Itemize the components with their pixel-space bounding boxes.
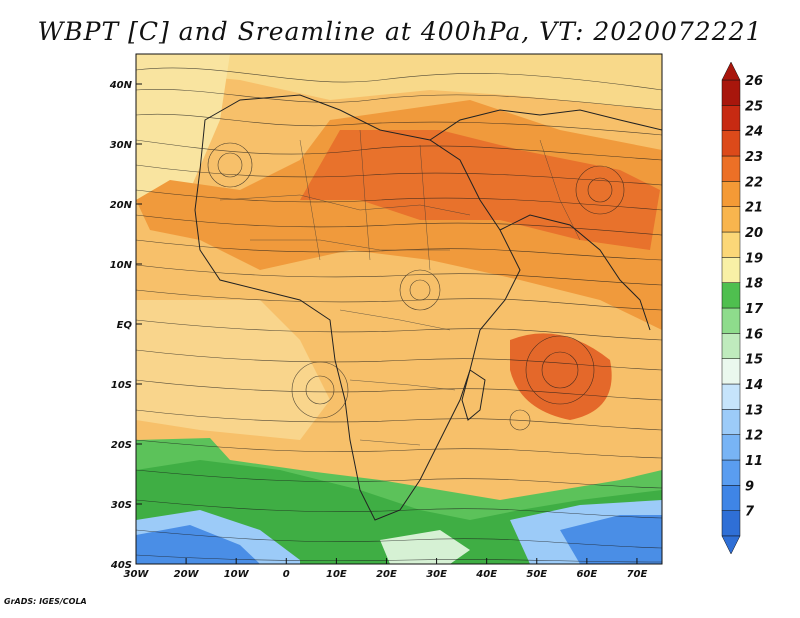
colorbar-label: 14: [745, 378, 763, 393]
x-tick-label: 60E: [576, 569, 597, 580]
colorbar-segment: [721, 409, 741, 435]
colorbar-label: 22: [745, 175, 763, 190]
x-tick-label: 10W: [224, 569, 250, 580]
colorbar-segment: [721, 231, 741, 258]
colorbar-label: 20: [745, 226, 763, 241]
chart-title: WBPT [C] and Sreamline at 400hPa, VT: 20…: [38, 17, 763, 46]
axis-ticks: 30W 20W 10W 0 10E 20E 30E 40E 50E 60E 70E 40N 30N 20N…: [109, 80, 648, 580]
colorbar: 7 9 11 12 13 14 15 16 17 18 19 20 21 22 23 24 25 26: [721, 61, 764, 555]
colorbar-label: 16: [745, 327, 763, 342]
x-tick-label: 20W: [174, 569, 200, 580]
x-tick-label: 30W: [124, 569, 150, 580]
colorbar-segment: [721, 79, 741, 106]
x-tick-label: 40E: [475, 569, 497, 580]
plot-area: [136, 54, 662, 564]
x-tick-label: 0: [283, 569, 290, 580]
cold-pool-southeast-core: [560, 515, 662, 564]
streamlines: [136, 67, 662, 563]
colorbar-segment: [721, 155, 741, 182]
colorbar-label: 18: [745, 277, 763, 292]
colorbar-label: 12: [745, 429, 763, 444]
colorbar-segment: [721, 130, 741, 157]
colorbar-segment: [721, 307, 741, 334]
plot-frame: [135, 53, 663, 565]
y-tick-label: 10N: [110, 260, 133, 271]
colorbar-segment: [721, 434, 741, 461]
atlantic-south-mild-region: [136, 300, 330, 440]
colorbar-segment: [721, 358, 741, 385]
colorbar-label: 11: [745, 454, 763, 469]
hot-core-indian-ocean: [510, 333, 612, 420]
colorbar-segment: [721, 105, 741, 131]
cold-pool-southwest-core: [136, 525, 260, 564]
colorbar-segment: [721, 257, 741, 283]
x-tick-label: 30E: [426, 569, 447, 580]
y-tick-label: 30N: [110, 140, 133, 151]
coastlines: [194, 94, 662, 521]
colorbar-label: 7: [745, 505, 755, 520]
y-tick-label: 10S: [111, 380, 132, 391]
y-tick-label: 30S: [111, 500, 132, 511]
north-cool-band: [136, 54, 662, 110]
colorbar-segment: [721, 333, 741, 359]
colorbar-label: 21: [745, 201, 763, 216]
y-tick-label: 20S: [111, 440, 132, 451]
colorbar-label: 13: [745, 403, 763, 418]
y-tick-label: 20N: [110, 200, 133, 211]
colorbar-label: 9: [745, 479, 754, 494]
colorbar-label: 24: [745, 125, 763, 140]
country-borders: [219, 129, 581, 446]
colorbar-label: 17: [745, 302, 764, 317]
x-tick-label: 10E: [326, 569, 347, 580]
y-tick-label: 40S: [110, 560, 132, 571]
y-tick-label: 40N: [109, 80, 133, 91]
colorbar-segment: [721, 383, 741, 410]
colorbar-segment: [721, 206, 741, 233]
colorbar-label: 19: [745, 251, 763, 266]
colorbar-segment: [721, 282, 741, 309]
colorbar-segment: [721, 181, 741, 207]
x-tick-label: 50E: [526, 569, 547, 580]
colorbar-min-arrow: [721, 535, 741, 555]
x-tick-label: 20E: [376, 569, 397, 580]
y-tick-label: EQ: [117, 320, 133, 331]
colorbar-max-arrow: [721, 61, 741, 81]
colorbar-label: 23: [745, 150, 763, 165]
colorbar-label: 25: [745, 99, 763, 114]
colorbar-segment: [721, 510, 741, 537]
atlantic-north-cool-region: [136, 54, 230, 200]
colorbar-segment: [721, 459, 741, 486]
x-tick-label: 70E: [627, 569, 648, 580]
colorbar-label: 26: [745, 74, 763, 89]
colorbar-segment: [721, 485, 741, 511]
credit-label: GrADS: IGES/COLA: [4, 597, 87, 606]
colorbar-label: 15: [745, 353, 763, 368]
